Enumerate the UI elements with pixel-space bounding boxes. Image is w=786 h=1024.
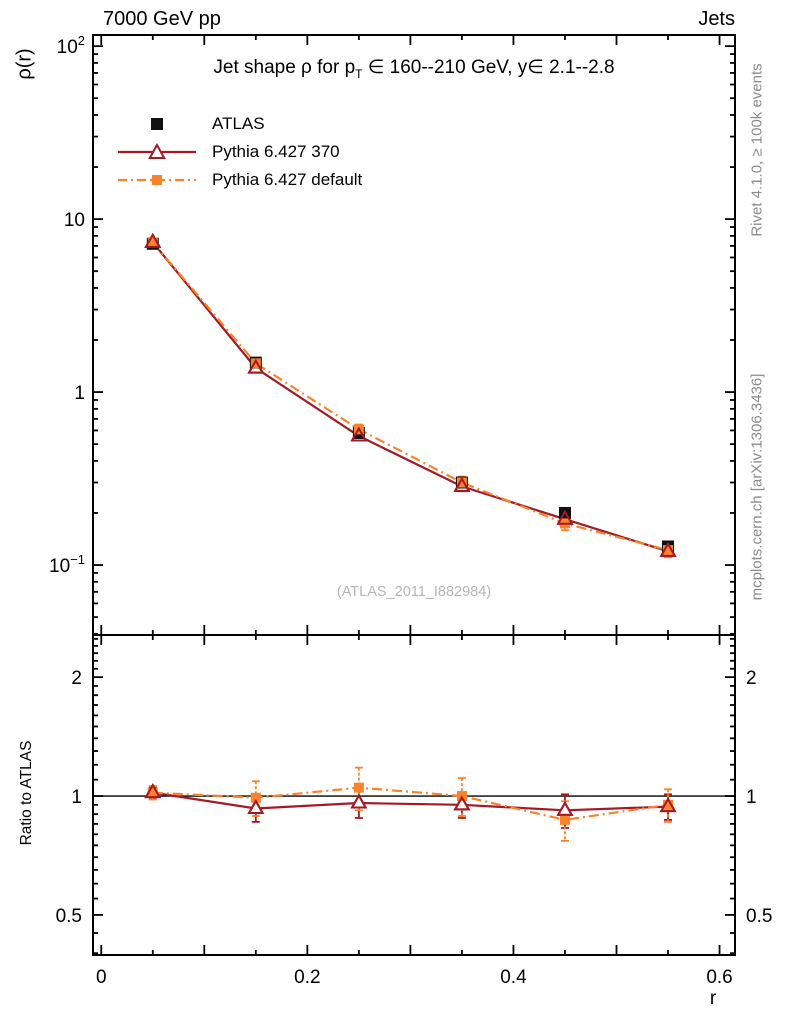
- y-axis-title: ρ(r): [13, 48, 36, 80]
- svg-text:10: 10: [64, 210, 85, 231]
- svg-text:0.5: 0.5: [746, 906, 772, 927]
- x-axis-title: r: [709, 988, 717, 1009]
- header-beam-label: 7000 GeV pp: [103, 8, 221, 30]
- legend-label-pythia-370: Pythia 6.427 370: [212, 142, 340, 161]
- svg-text:0.6: 0.6: [706, 967, 732, 988]
- svg-text:1: 1: [74, 383, 85, 404]
- svg-text:1: 1: [71, 787, 82, 808]
- side-note-rivet: Rivet 4.1.0, ≥ 100k events: [748, 63, 766, 237]
- svg-text:2: 2: [71, 668, 82, 689]
- legend-label-atlas: ATLAS: [212, 114, 265, 133]
- legend: ATLAS Pythia 6.427 370 Pythia 6.427 defa…: [112, 110, 362, 194]
- svg-text:0: 0: [96, 967, 107, 988]
- plot-title-part1: Jet shape ρ for p: [213, 57, 356, 78]
- svg-text:0.5: 0.5: [56, 906, 82, 927]
- ratio-axis-title: Ratio to ATLAS: [18, 740, 35, 846]
- plot-title: Jet shape ρ for pT ∈ 160--210 GeV, y∈ 2.…: [93, 56, 735, 81]
- svg-text:0.4: 0.4: [500, 967, 527, 988]
- svg-text:10−1: 10−1: [49, 552, 85, 577]
- svg-text:0.2: 0.2: [294, 967, 320, 988]
- svg-text:2: 2: [746, 668, 757, 689]
- side-note-mcplots: mcplots.cern.ch [arXiv:1306.3436]: [748, 373, 766, 601]
- svg-text:1: 1: [746, 787, 757, 808]
- atlas-square-marker-icon: [151, 118, 163, 130]
- legend-item-atlas: ATLAS: [112, 110, 362, 138]
- svg-text:102: 102: [57, 33, 85, 58]
- plot-title-subscript: T: [355, 67, 363, 81]
- plot-title-part2: ∈ 160--210 GeV, y∈ 2.1--2.8: [362, 57, 615, 78]
- legend-label-pythia-default: Pythia 6.427 default: [212, 170, 363, 189]
- filled-square-dashdot-marker-icon: [118, 175, 196, 185]
- open-triangle-line-marker-icon: [118, 142, 196, 159]
- legend-item-pythia-default: Pythia 6.427 default: [112, 166, 362, 194]
- watermark-analysis-id: (ATLAS_2011_I882984): [336, 584, 492, 600]
- legend-item-pythia-370: Pythia 6.427 370: [112, 138, 362, 166]
- header-analysis-label: Jets: [698, 8, 735, 30]
